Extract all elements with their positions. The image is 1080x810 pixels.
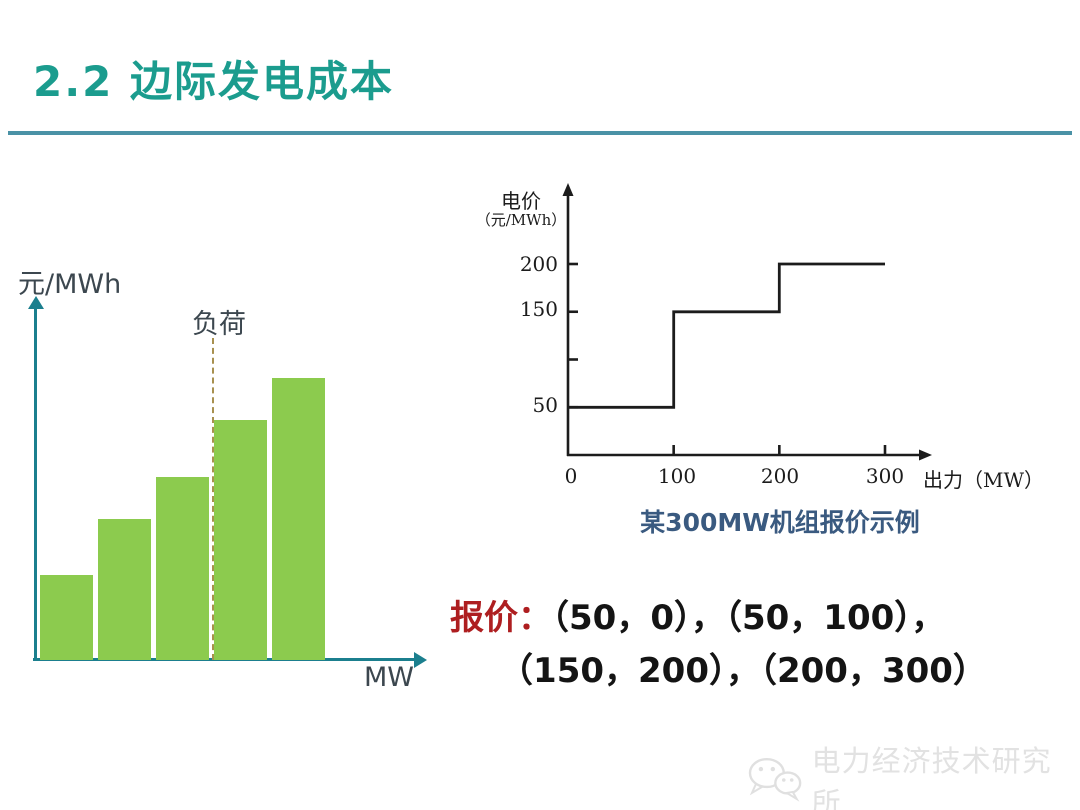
bar-chart-bar [272,378,325,660]
x-axis-arrow-icon [414,652,427,668]
x-axis-arrow-icon [919,449,932,461]
step-chart-y-axis-label: 电价 （元/MWh） [441,190,601,229]
step-chart-svg [562,183,932,461]
bar-chart-bar [98,519,151,660]
bar-chart-x-axis-label: MW [364,662,414,693]
bid-quote-pairs-1: （50，0），（50，100）， [552,598,946,638]
step-chart-x-axis-label: 出力（MW） [923,468,1045,492]
y-axis-arrow-icon [28,296,44,309]
step-chart-caption: 某300MW机组报价示例 [640,508,920,537]
load-annotation-label: 负荷 [192,309,246,340]
watermark-text: 电力经济技术研究所 [811,744,1052,810]
bid-quote: 报价：（50，0），（50，100）， （150，200），（200，300） [450,592,1036,698]
bid-step-polyline [568,262,885,409]
step-chart-y-axis-label-line1: 电价 [501,189,541,213]
load-dash-line [212,338,214,660]
bar-chart-y-axis-label: 元/MWh [18,269,122,300]
x-tick-label-200: 200 [760,464,800,488]
bid-quote-line1: 报价：（50，0），（50，100）， [450,598,945,638]
y-tick-label-50: 50 [532,393,558,417]
x-tick-label-0: 0 [564,464,578,488]
bar-chart-y-axis [34,308,37,661]
page-title: 2.2 边际发电成本 [33,57,395,106]
y-tick-label-150: 150 [519,297,558,321]
bar-chart-bar [156,477,209,660]
wechat-logo-icon [748,757,802,802]
x-tick-label-100: 100 [657,464,697,488]
bar-chart-bar [214,420,267,660]
bid-quote-label: 报价： [450,598,552,638]
bid-quote-pairs-2: （150，200），（200，300） [499,651,987,692]
step-chart-y-axis-label-line2: （元/MWh） [475,211,567,229]
bar-chart-bar [40,575,93,660]
watermark: 电力经济技术研究所 [746,738,1080,810]
title-divider-rule [8,131,1072,135]
y-tick-label-200: 200 [519,252,558,276]
y-axis-arrow-icon [562,183,574,196]
x-tick-label-300: 300 [865,464,905,488]
bar-chart-x-axis [33,658,416,661]
